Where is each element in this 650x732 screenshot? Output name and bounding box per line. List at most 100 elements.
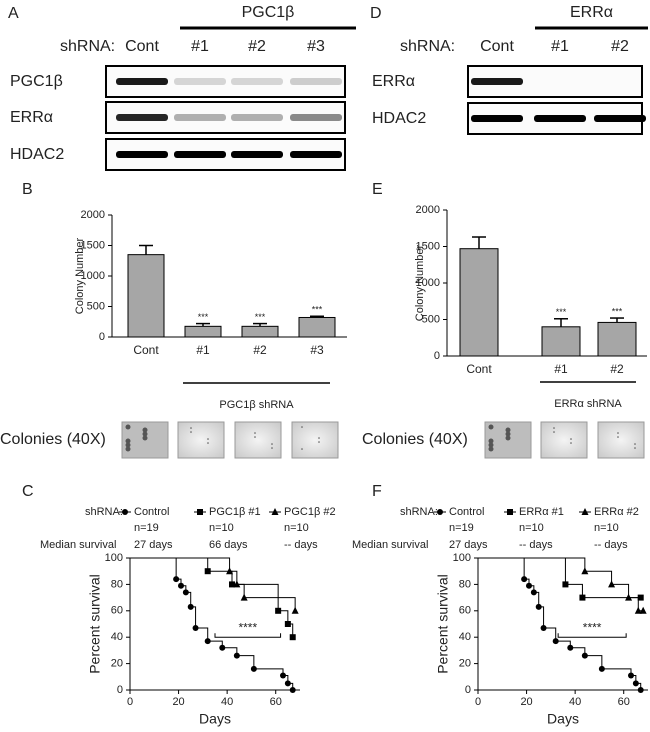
median-value: 27 days	[449, 539, 488, 551]
y-tick-label: 1500	[416, 240, 440, 252]
y-tick-label: 0	[434, 350, 440, 362]
y-tick-label: 60	[459, 605, 471, 617]
colony	[207, 442, 209, 444]
blot-band	[231, 78, 283, 85]
legend-label: PGC1β #2	[284, 506, 336, 518]
marker	[540, 624, 547, 631]
marker	[291, 606, 299, 614]
colony	[271, 447, 273, 449]
y-axis-label: Percent survival	[435, 574, 451, 674]
n-label: n=19	[134, 522, 159, 534]
colony	[505, 431, 511, 437]
survival-curve	[478, 557, 642, 690]
legend-label: ERRα #2	[594, 506, 639, 518]
marker	[567, 644, 574, 651]
blot-band	[174, 151, 226, 158]
colony	[570, 438, 572, 440]
significance: ***	[198, 312, 209, 322]
n-label: n=10	[594, 522, 619, 534]
y-tick-label: 80	[459, 578, 471, 590]
marker	[579, 594, 586, 601]
y-tick-label: 2000	[416, 204, 440, 216]
colony	[142, 435, 148, 441]
colonies-label: Colonies (40X)	[362, 431, 468, 448]
legend-marker	[122, 509, 128, 515]
marker	[562, 581, 569, 588]
colony	[505, 427, 511, 433]
panel-letter: E	[372, 181, 383, 198]
colony	[488, 424, 494, 430]
marker	[535, 603, 542, 610]
marker	[229, 581, 235, 588]
colony	[125, 438, 131, 444]
median-label: Median survival	[40, 539, 116, 551]
n-label: n=19	[449, 522, 474, 534]
blot-band	[231, 114, 283, 121]
blot-band	[174, 78, 226, 85]
legend-label: Control	[134, 506, 169, 518]
marker	[637, 687, 644, 693]
colony	[318, 441, 320, 443]
marker	[521, 576, 528, 583]
x-tick-label: 40	[569, 696, 581, 708]
legend-label: ERRα #1	[519, 506, 564, 518]
panel-letter: B	[22, 181, 33, 198]
significance: ***	[312, 305, 323, 315]
marker	[178, 582, 184, 589]
marker	[219, 644, 226, 651]
marker	[598, 665, 605, 672]
legend-marker	[437, 509, 443, 515]
marker	[204, 568, 211, 575]
n-label: n=10	[519, 522, 544, 534]
colony	[301, 426, 303, 428]
survival-curve	[478, 557, 641, 599]
y-tick-label: 2000	[81, 209, 105, 221]
blot-band	[290, 114, 342, 121]
marker	[240, 593, 248, 601]
marker	[233, 652, 240, 659]
y-tick-label: 80	[111, 578, 123, 590]
blot-band	[471, 115, 523, 122]
colony	[125, 446, 131, 452]
median-value: 66 days	[209, 539, 248, 551]
legend-title: shRNA:	[85, 506, 123, 518]
significance: ***	[556, 307, 567, 317]
x-tick-label: 20	[172, 696, 184, 708]
marker	[226, 567, 234, 575]
y-tick-label: 40	[111, 631, 123, 643]
blot-band	[116, 78, 168, 85]
colony	[301, 448, 303, 450]
marker	[187, 603, 194, 610]
colony-image	[540, 421, 588, 459]
bar	[127, 254, 165, 338]
category-label: #1	[196, 343, 210, 357]
row-label: HDAC2	[10, 146, 64, 163]
category-label: Cont	[133, 343, 159, 357]
colony-image	[234, 421, 282, 459]
y-tick-label: 60	[111, 605, 123, 617]
legend-marker	[581, 508, 589, 515]
panel-letter: F	[372, 483, 382, 500]
shrna-label: shRNA:	[60, 38, 115, 55]
x-axis-label: Days	[547, 711, 579, 727]
survival-curve	[130, 557, 294, 690]
marker	[637, 594, 644, 601]
marker	[204, 638, 211, 645]
colony	[190, 427, 192, 429]
marker	[284, 621, 291, 627]
x-tick-label: 20	[520, 696, 532, 708]
group-label: ERRα shRNA	[554, 398, 622, 410]
panel-letter: A	[8, 5, 19, 22]
colony-image	[597, 421, 645, 459]
colony	[271, 443, 273, 445]
y-tick-label: 500	[87, 300, 105, 312]
marker	[289, 687, 296, 693]
blot-band	[290, 78, 342, 85]
blot-band	[594, 115, 646, 122]
y-axis-label: Colony Number	[74, 237, 86, 314]
row-label: ERRα	[10, 109, 53, 126]
significance: ****	[238, 620, 257, 634]
colony	[318, 437, 320, 439]
panel-letter: C	[22, 483, 34, 500]
